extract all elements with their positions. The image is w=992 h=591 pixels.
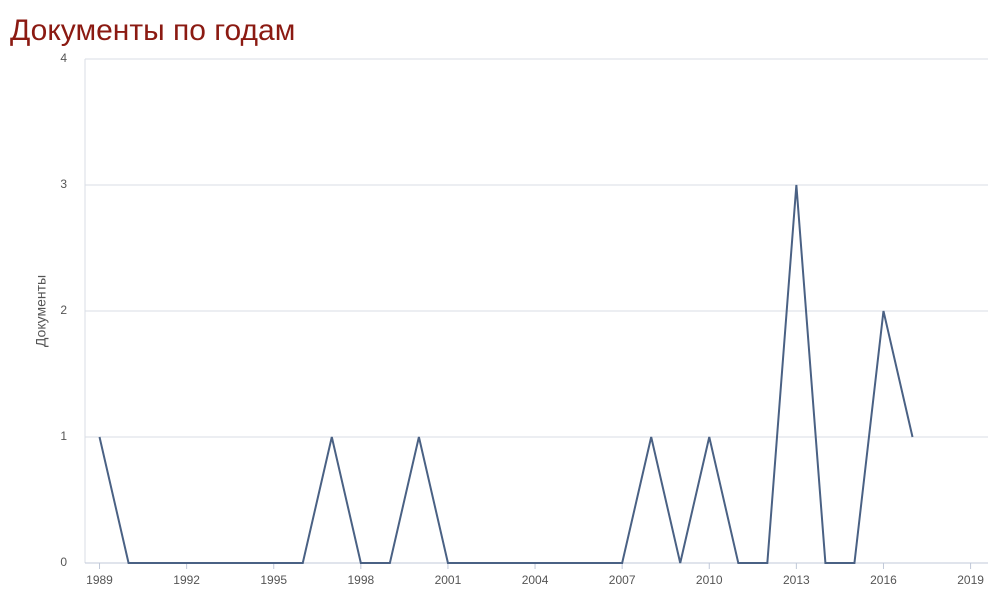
x-tick-label: 2001 <box>435 573 462 587</box>
chart-title: Документы по годам <box>10 14 295 47</box>
x-tick-label: 1989 <box>86 573 113 587</box>
x-tick-label: 2010 <box>696 573 723 587</box>
x-tick-label: 2004 <box>522 573 549 587</box>
y-tick-label: 2 <box>60 303 67 317</box>
y-axis-label: Документы <box>33 275 49 347</box>
y-tick-label: 4 <box>60 51 67 65</box>
x-tick-label: 1998 <box>347 573 374 587</box>
x-tick-label: 2019 <box>957 573 984 587</box>
y-tick-label: 0 <box>60 555 67 569</box>
x-tick-label: 1995 <box>260 573 287 587</box>
y-tick-label: 3 <box>60 177 67 191</box>
y-tick-label: 1 <box>60 429 67 443</box>
x-tick-label: 1992 <box>173 573 200 587</box>
x-tick-label: 2007 <box>609 573 636 587</box>
data-line <box>98 184 914 564</box>
x-tick-label: 2013 <box>783 573 810 587</box>
x-tick-label: 2016 <box>870 573 897 587</box>
